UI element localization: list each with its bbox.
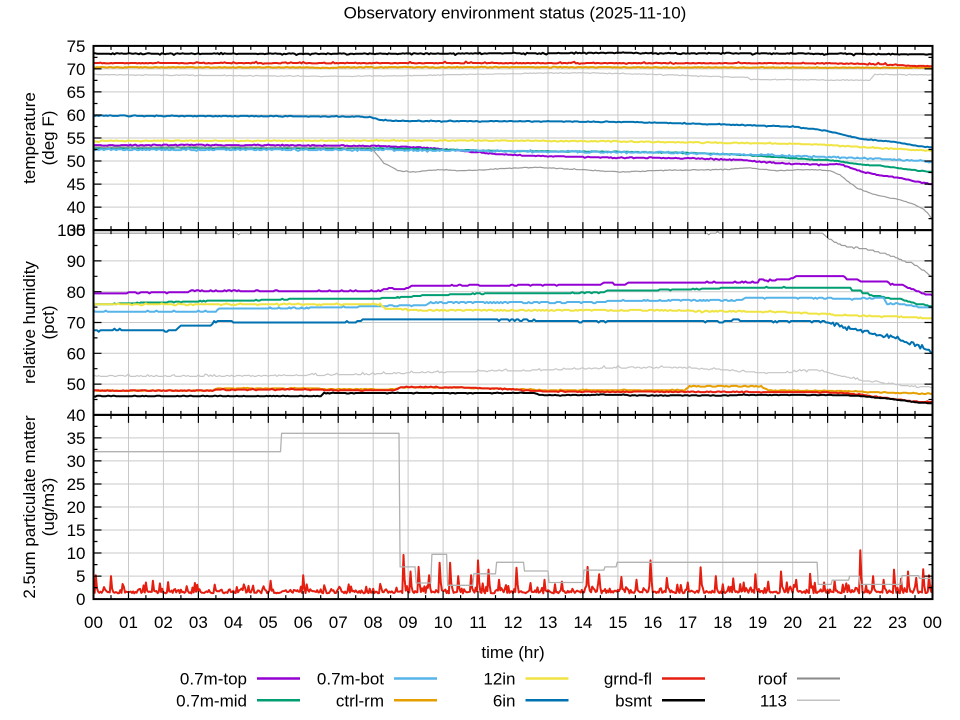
svg-text:50: 50 [67, 375, 86, 394]
svg-text:30: 30 [67, 452, 86, 471]
svg-text:(ug/m3): (ug/m3) [39, 478, 58, 537]
svg-text:60: 60 [67, 106, 86, 125]
svg-text:45: 45 [67, 175, 86, 194]
svg-text:55: 55 [67, 129, 86, 148]
svg-text:bsmt: bsmt [615, 691, 652, 710]
svg-text:5: 5 [76, 567, 85, 586]
svg-text:0.7m-mid: 0.7m-mid [176, 691, 247, 710]
svg-text:20: 20 [783, 613, 802, 632]
svg-text:113: 113 [760, 691, 787, 710]
svg-text:50: 50 [67, 152, 86, 171]
svg-text:23: 23 [888, 613, 907, 632]
svg-text:03: 03 [189, 613, 208, 632]
svg-text:Observatory environment status: Observatory environment status (2025-11-… [344, 4, 687, 23]
svg-text:35: 35 [67, 221, 86, 240]
svg-text:12: 12 [504, 613, 523, 632]
svg-text:10: 10 [67, 544, 86, 563]
svg-text:04: 04 [224, 613, 243, 632]
svg-text:21: 21 [818, 613, 837, 632]
svg-text:13: 13 [538, 613, 557, 632]
svg-text:relative humidity: relative humidity [20, 261, 39, 384]
svg-text:(deg F): (deg F) [39, 111, 58, 166]
svg-text:0.7m-top: 0.7m-top [180, 670, 247, 689]
svg-text:40: 40 [67, 406, 86, 425]
svg-text:18: 18 [713, 613, 732, 632]
svg-text:06: 06 [294, 613, 313, 632]
svg-text:05: 05 [259, 613, 278, 632]
svg-text:temperature: temperature [20, 92, 39, 184]
svg-text:100: 100 [57, 221, 85, 240]
svg-text:08: 08 [364, 613, 383, 632]
svg-text:6in: 6in [493, 691, 516, 710]
svg-text:14: 14 [573, 613, 592, 632]
svg-text:70: 70 [67, 60, 86, 79]
svg-text:2.5um particulate matter: 2.5um particulate matter [20, 415, 39, 599]
svg-text:01: 01 [119, 613, 138, 632]
svg-text:15: 15 [608, 613, 627, 632]
svg-text:22: 22 [853, 613, 872, 632]
svg-text:35: 35 [67, 429, 86, 448]
svg-text:70: 70 [67, 314, 86, 333]
svg-text:02: 02 [154, 613, 173, 632]
svg-text:07: 07 [329, 613, 348, 632]
svg-text:75: 75 [67, 37, 86, 56]
svg-text:90: 90 [67, 252, 86, 271]
svg-text:time (hr): time (hr) [481, 643, 544, 662]
svg-text:20: 20 [67, 498, 86, 517]
svg-text:roof: roof [758, 670, 788, 689]
svg-text:25: 25 [67, 475, 86, 494]
svg-text:40: 40 [67, 198, 86, 217]
svg-text:11: 11 [469, 613, 487, 632]
svg-text:ctrl-rm: ctrl-rm [336, 691, 384, 710]
svg-text:19: 19 [748, 613, 767, 632]
svg-text:80: 80 [67, 283, 86, 302]
svg-text:0: 0 [76, 590, 85, 609]
svg-text:09: 09 [399, 613, 418, 632]
svg-text:(pct): (pct) [39, 306, 58, 340]
svg-text:0.7m-bot: 0.7m-bot [317, 670, 384, 689]
svg-text:grnd-fl: grnd-fl [604, 670, 652, 689]
svg-text:10: 10 [434, 613, 453, 632]
svg-text:16: 16 [643, 613, 662, 632]
svg-text:17: 17 [678, 613, 697, 632]
svg-text:60: 60 [67, 344, 86, 363]
svg-text:15: 15 [67, 521, 86, 540]
svg-text:65: 65 [67, 83, 86, 102]
svg-text:00: 00 [84, 613, 103, 632]
svg-text:12in: 12in [483, 670, 515, 689]
svg-text:00: 00 [923, 613, 942, 632]
